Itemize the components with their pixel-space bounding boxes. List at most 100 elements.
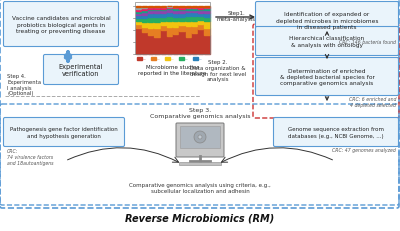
Bar (148, 9, 153, 11)
Text: —: — (185, 57, 188, 61)
Bar (179, 162, 221, 165)
Bar (186, 21, 191, 27)
Bar (192, 9, 197, 11)
Bar (204, 8, 210, 9)
Bar (161, 8, 166, 9)
Bar (167, 8, 172, 9)
Bar (198, 21, 203, 25)
Bar (142, 16, 147, 19)
Bar (173, 18, 178, 22)
Bar (173, 14, 178, 18)
FancyBboxPatch shape (256, 58, 398, 96)
FancyBboxPatch shape (274, 118, 398, 147)
FancyBboxPatch shape (256, 3, 398, 39)
Text: Vaccine candidates and microbial
probiotics biological agents in
treating or pre: Vaccine candidates and microbial probiot… (12, 16, 110, 33)
Bar (154, 38, 160, 55)
Bar (186, 27, 191, 38)
Text: CRC:
74 virulence factors
and 18autoantigens: CRC: 74 virulence factors and 18autoanti… (7, 148, 54, 165)
FancyBboxPatch shape (256, 27, 398, 56)
Text: —: — (199, 57, 202, 61)
Bar (193, 58, 198, 61)
Bar (204, 36, 210, 55)
Bar (173, 11, 178, 14)
FancyBboxPatch shape (4, 3, 118, 47)
Bar (186, 38, 191, 55)
Bar (179, 21, 184, 26)
Bar (204, 14, 210, 18)
Bar (148, 11, 153, 14)
Text: Hierarchical classification
& analysis with ontology: Hierarchical classification & analysis w… (290, 36, 364, 47)
Bar (148, 18, 153, 23)
Bar (180, 126, 220, 148)
Bar (142, 9, 147, 10)
Bar (154, 18, 160, 23)
Text: Identification of expanded or
depleted microbes in microbiomes
in diseased patie: Identification of expanded or depleted m… (276, 12, 378, 30)
Bar (142, 28, 147, 33)
Bar (148, 36, 153, 55)
Bar (192, 21, 197, 27)
Bar (148, 7, 153, 8)
Bar (142, 19, 147, 23)
Bar (198, 30, 203, 55)
Bar (154, 14, 160, 18)
Bar (186, 13, 191, 17)
Bar (173, 35, 178, 55)
Bar (136, 7, 141, 8)
Bar (136, 21, 141, 25)
Circle shape (194, 131, 206, 143)
Bar (136, 8, 141, 9)
Bar (198, 9, 203, 11)
Text: —: — (157, 57, 160, 61)
Bar (192, 11, 197, 13)
Bar (186, 11, 191, 13)
Bar (142, 33, 147, 55)
Text: —: — (171, 57, 174, 61)
Bar (173, 9, 178, 11)
Bar (135, 3, 210, 55)
Bar (161, 7, 166, 8)
Bar (142, 10, 147, 13)
Bar (136, 29, 141, 55)
Bar (198, 25, 203, 30)
Bar (167, 28, 172, 37)
Bar (173, 22, 178, 28)
Bar (204, 7, 210, 8)
Bar (136, 9, 141, 12)
Bar (192, 17, 197, 21)
Text: CRC: 6 enriched and
4 depleted selected: CRC: 6 enriched and 4 depleted selected (349, 97, 396, 107)
Bar (161, 14, 166, 18)
Bar (198, 7, 203, 8)
Bar (204, 18, 210, 22)
Bar (161, 11, 166, 14)
Bar (136, 16, 141, 18)
Bar (179, 32, 184, 55)
Bar (173, 28, 178, 35)
Bar (167, 7, 172, 8)
Bar (192, 34, 197, 55)
Bar (154, 23, 160, 29)
Bar (161, 26, 166, 31)
Text: CRC: 47 genomes analyzed: CRC: 47 genomes analyzed (332, 147, 396, 152)
Text: Microbiome studies
reported in the literature: Microbiome studies reported in the liter… (138, 65, 207, 76)
Bar (148, 14, 153, 18)
Bar (136, 25, 141, 29)
Text: Step 3.
Comparative genomics analysis: Step 3. Comparative genomics analysis (150, 108, 250, 118)
Bar (136, 12, 141, 14)
Bar (179, 8, 184, 9)
Bar (167, 17, 172, 21)
Bar (192, 27, 197, 34)
Bar (167, 21, 172, 28)
Bar (192, 13, 197, 17)
Bar (204, 9, 210, 11)
Bar (173, 7, 178, 8)
Bar (161, 31, 166, 55)
Bar (186, 17, 191, 21)
Bar (142, 7, 147, 8)
Bar (136, 14, 141, 16)
Bar (148, 8, 153, 9)
Bar (198, 14, 203, 17)
Bar (173, 8, 178, 9)
Bar (167, 10, 172, 13)
Text: Step 2.
Data organization &
design for next level
analysis: Step 2. Data organization & design for n… (190, 60, 246, 82)
Text: —: — (143, 57, 146, 61)
